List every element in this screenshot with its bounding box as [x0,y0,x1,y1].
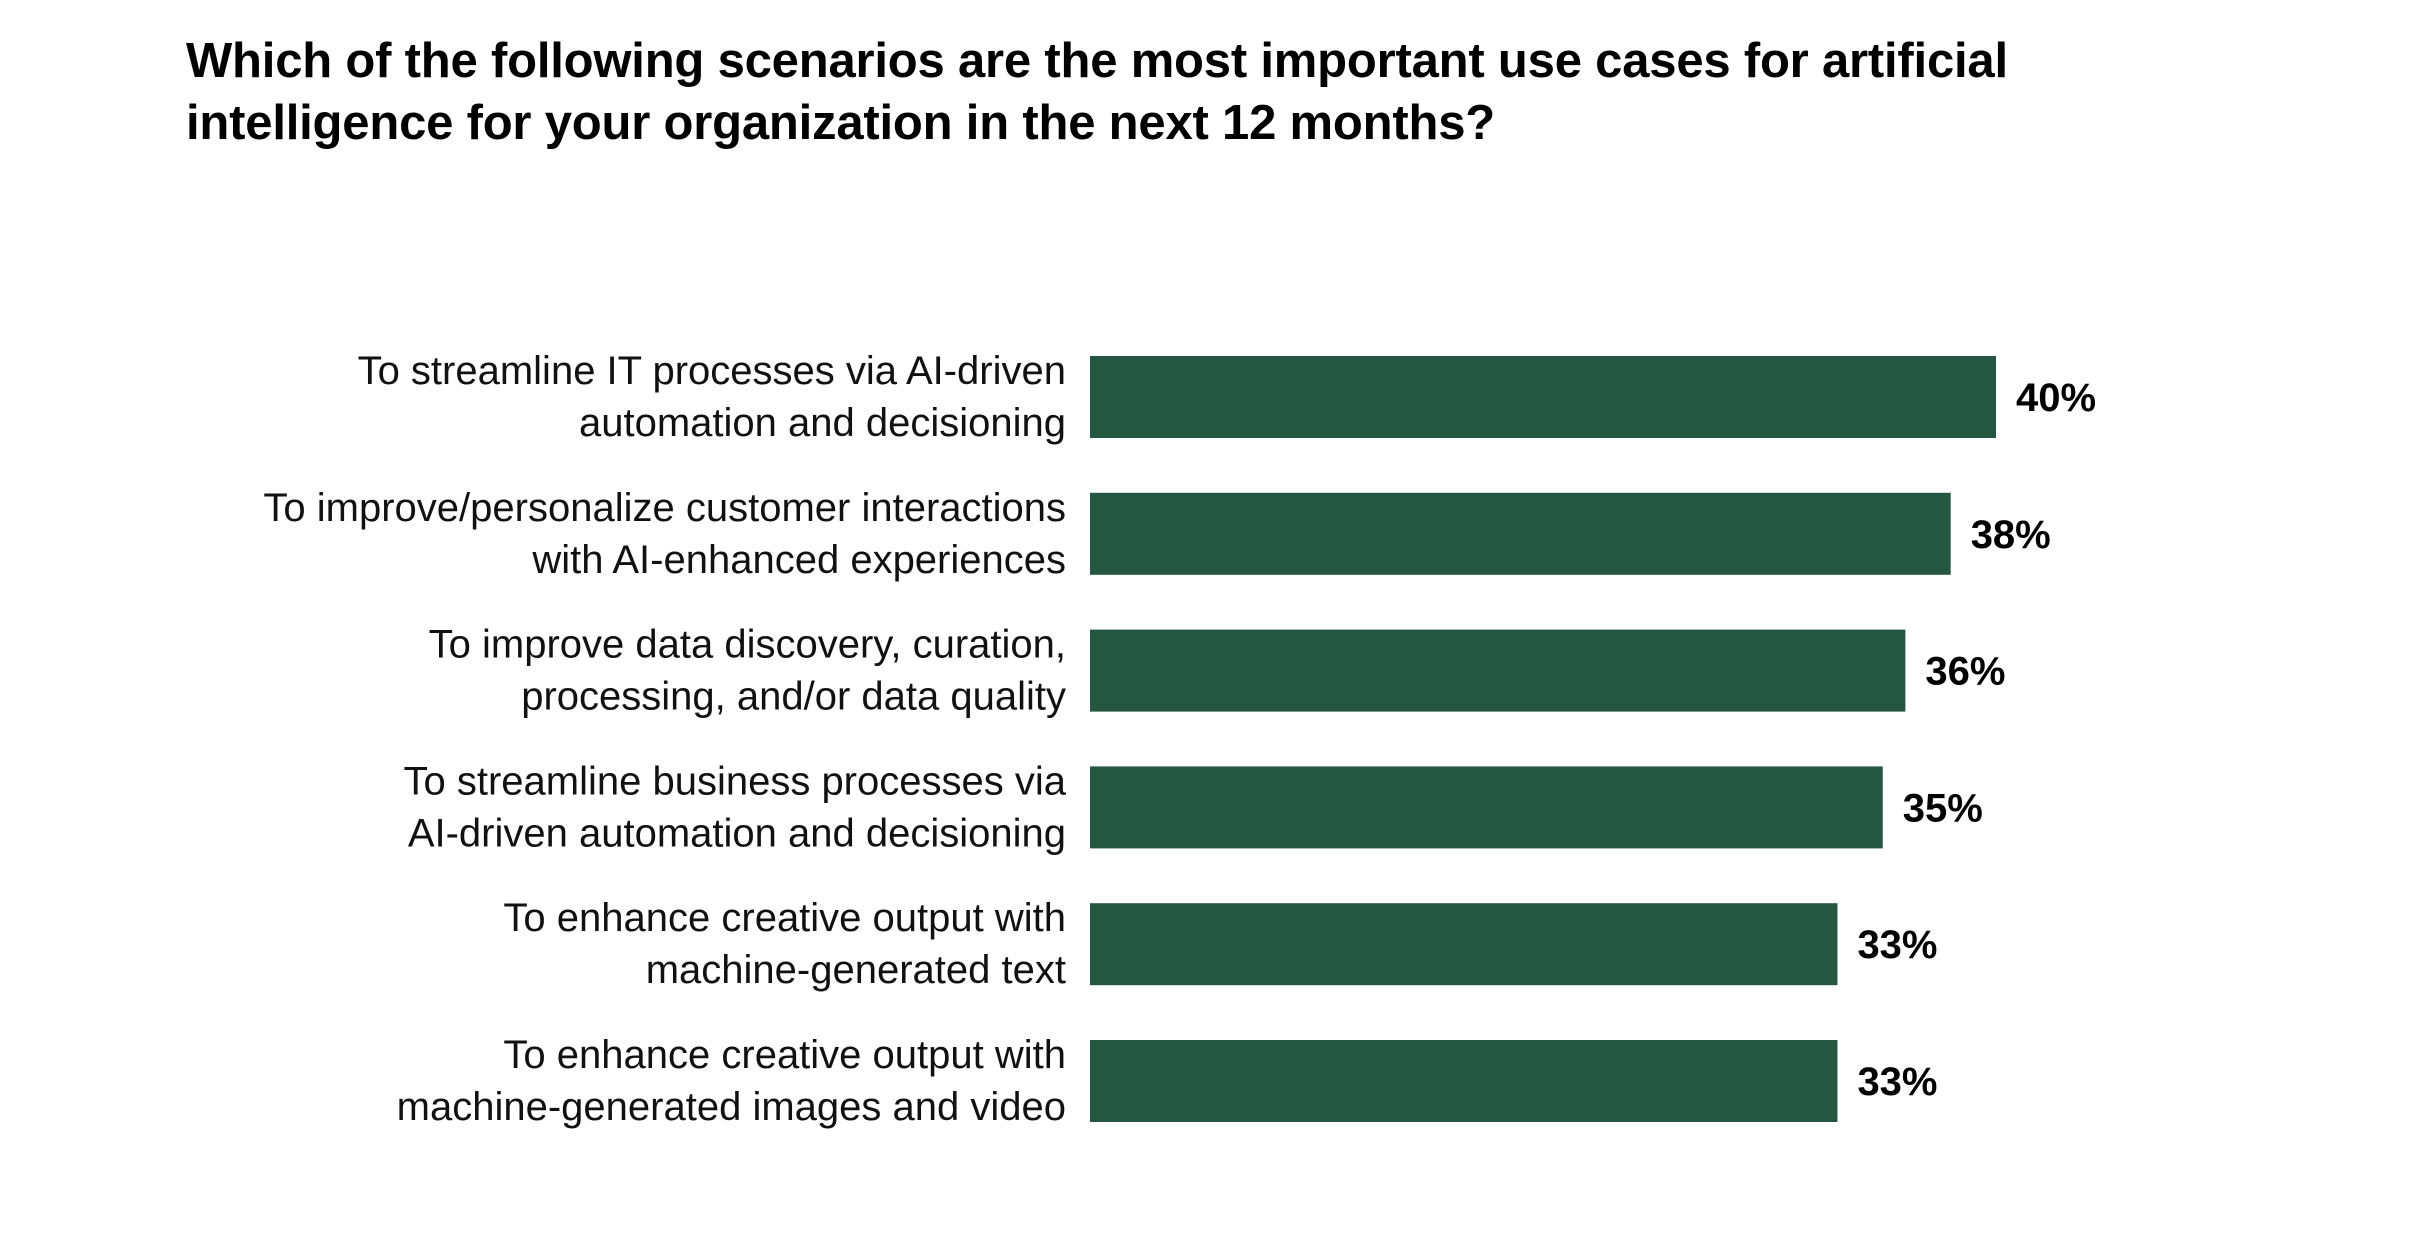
category-label-2-line-2: with AI-enhanced experiences [531,538,1066,582]
category-label-3: To improve data discovery, curation, proc… [429,623,1066,719]
bar-4 [1090,766,1883,849]
value-label-5: 33% [1857,923,1937,967]
category-label-6-line-2: machine-generated images and video [397,1085,1066,1129]
bar-2 [1090,492,1951,575]
bar-5 [1090,903,1838,986]
category-label-5: To enhance creative output with machine-g… [503,896,1066,992]
category-label-1: To streamline IT processes via AI-driven… [358,349,1066,445]
category-label-4: To streamline business processes via AI-d… [403,759,1066,855]
value-label-3: 36% [1925,650,2005,694]
category-label-6-line-1: To enhance creative output with [503,1033,1066,1077]
value-label-6: 33% [1857,1060,1937,1104]
chart-title-line-1: Which of the following scenarios are the… [186,34,2008,88]
value-label-1: 40% [2016,376,2096,420]
category-label-4-line-2: AI-driven automation and decisioning [408,811,1066,855]
category-label-5-line-2: machine-generated text [646,948,1066,992]
bar-1 [1090,356,1996,438]
bar-6 [1090,1040,1838,1122]
value-label-2: 38% [1971,513,2051,557]
category-label-3-line-1: To improve data discovery, curation, [429,623,1066,667]
chart-title-line-2: intelligence for your organization in th… [186,96,1496,150]
value-label-4: 35% [1903,786,1983,830]
bar-3 [1090,629,1906,712]
chart-title: Which of the following scenarios are the… [186,30,2186,154]
category-label-5-line-1: To enhance creative output with [503,896,1066,940]
category-label-1-line-1: To streamline IT processes via AI-driven [358,349,1066,393]
category-label-3-line-2: processing, and/or data quality [521,675,1066,719]
category-label-2: To improve/personalize customer interact… [263,486,1066,582]
category-label-2-line-1: To improve/personalize customer interact… [263,486,1066,530]
category-label-1-line-2: automation and decisioning [579,401,1066,445]
category-label-6: To enhance creative output with machine-g… [397,1033,1066,1129]
category-label-4-line-1: To streamline business processes via [403,759,1066,803]
